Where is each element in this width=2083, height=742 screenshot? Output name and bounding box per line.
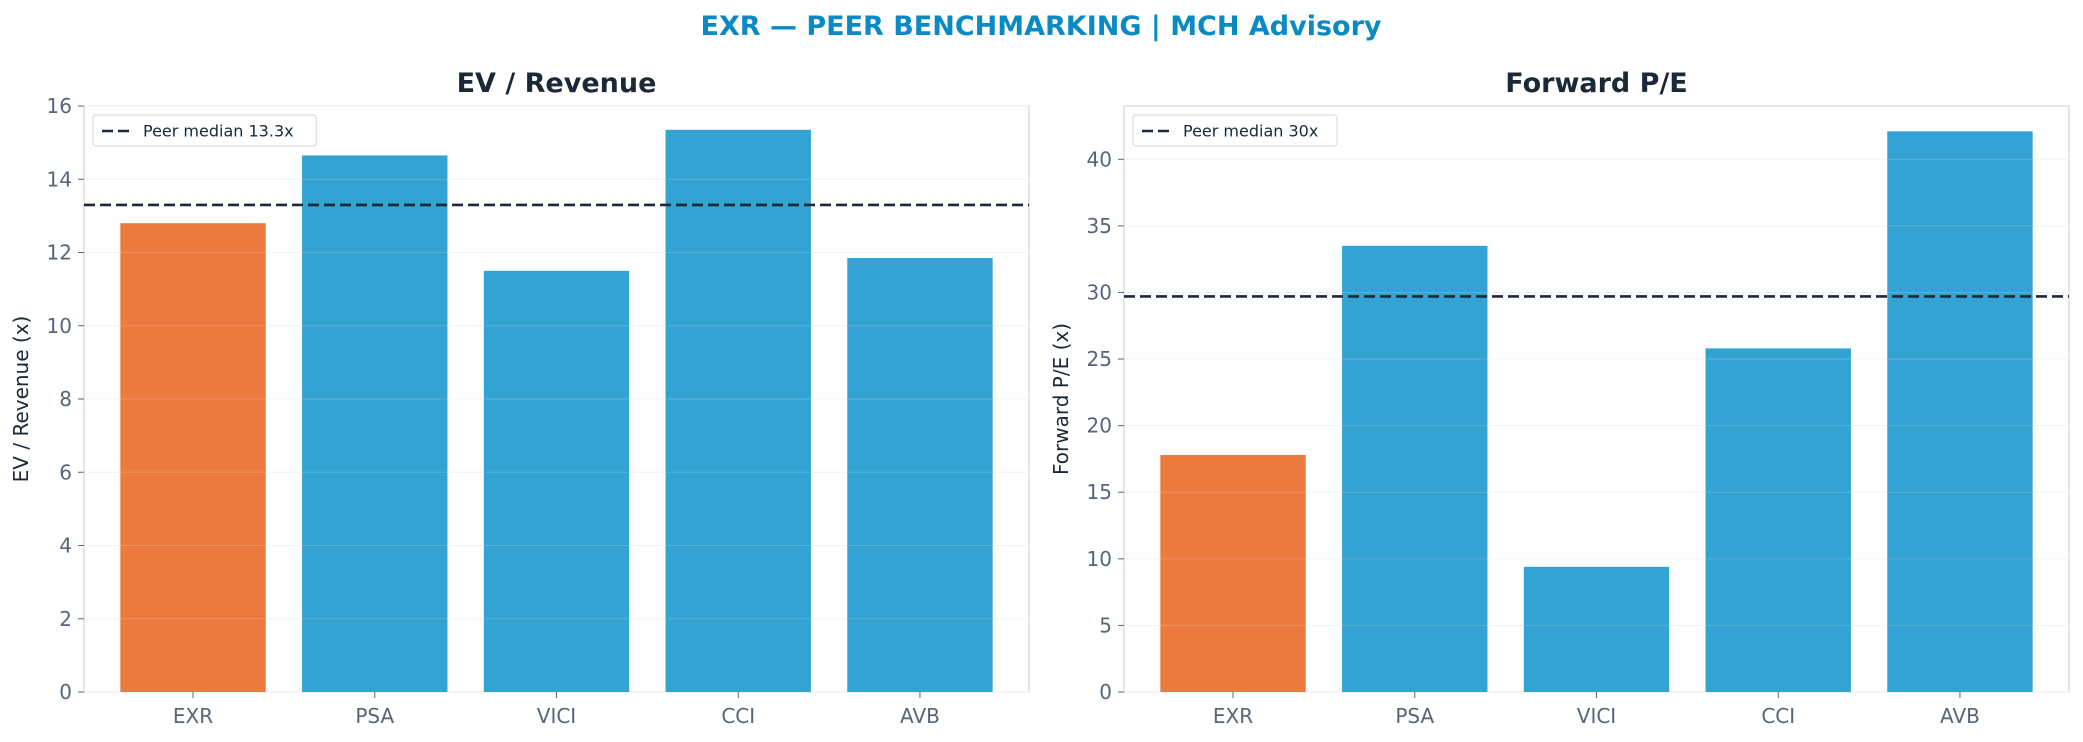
x-tick-label-vici: VICI bbox=[537, 704, 576, 728]
y-tick-label: 5 bbox=[1099, 613, 1112, 637]
y-tick-label: 0 bbox=[59, 680, 72, 704]
y-tick-label: 10 bbox=[1087, 547, 1112, 571]
y-tick-label: 35 bbox=[1087, 214, 1112, 238]
x-tick-label-avb: AVB bbox=[900, 704, 940, 728]
bar-cci bbox=[665, 129, 811, 692]
bar-vici bbox=[483, 270, 630, 692]
y-tick-label: 14 bbox=[47, 167, 72, 191]
panel-title: Forward P/E bbox=[1505, 68, 1688, 99]
y-tick-label: 30 bbox=[1087, 280, 1112, 304]
x-tick-label-vici: VICI bbox=[1577, 704, 1616, 728]
y-tick-label: 4 bbox=[59, 534, 72, 558]
y-tick-label: 16 bbox=[47, 94, 72, 118]
figure-title: EXR — PEER BENCHMARKING | MCH Advisory bbox=[701, 11, 1382, 42]
bar-exr bbox=[1160, 454, 1306, 692]
chart-panel-1: 0 2 4 6 8 10 12 14 16 EXR PSA VICI CCI AVB EV / Revenu… bbox=[9, 68, 1030, 728]
y-tick-label: 15 bbox=[1087, 480, 1112, 504]
legend-box bbox=[92, 114, 317, 147]
bar-exr bbox=[120, 223, 266, 692]
x-tick-label-psa: PSA bbox=[355, 704, 394, 728]
legend-label: Peer median 30x bbox=[1183, 122, 1318, 141]
y-tick-label: 0 bbox=[1099, 680, 1112, 704]
y-axis-label: Forward P/E (x) bbox=[1049, 323, 1073, 475]
y-tick-label: 2 bbox=[59, 607, 72, 631]
x-tick-label-exr: EXR bbox=[173, 704, 213, 728]
y-tick-label: 6 bbox=[59, 460, 72, 484]
bar-vici bbox=[1523, 566, 1670, 692]
x-tick-label-psa: PSA bbox=[1395, 704, 1434, 728]
legend-box bbox=[1132, 114, 1338, 147]
bar-cci bbox=[1705, 348, 1851, 692]
y-tick-label: 25 bbox=[1087, 347, 1112, 371]
x-tick-label-cci: CCI bbox=[721, 704, 755, 728]
chart-panel-2: 0 5 10 15 20 25 30 35 40 EXR PSA VICI CCI AVB Forward … bbox=[1049, 68, 2070, 728]
x-tick-label-exr: EXR bbox=[1213, 704, 1253, 728]
y-tick-label: 12 bbox=[47, 241, 72, 265]
bar-avb bbox=[1887, 131, 2033, 692]
y-tick-label: 40 bbox=[1087, 147, 1112, 171]
x-tick-label-cci: CCI bbox=[1761, 704, 1795, 728]
y-tick-label: 20 bbox=[1087, 414, 1112, 438]
y-tick-label: 10 bbox=[47, 314, 72, 338]
legend: Peer median 13.3x bbox=[92, 114, 317, 147]
bar-psa bbox=[302, 155, 448, 693]
panel-title: EV / Revenue bbox=[457, 68, 657, 99]
y-axis-label: EV / Revenue (x) bbox=[9, 316, 33, 483]
legend: Peer median 30x bbox=[1132, 114, 1338, 147]
y-tick-label: 8 bbox=[59, 387, 72, 411]
x-tick-label-avb: AVB bbox=[1940, 704, 1980, 728]
legend-label: Peer median 13.3x bbox=[143, 122, 294, 141]
bar-psa bbox=[1342, 245, 1488, 692]
bar-avb bbox=[847, 257, 993, 692]
